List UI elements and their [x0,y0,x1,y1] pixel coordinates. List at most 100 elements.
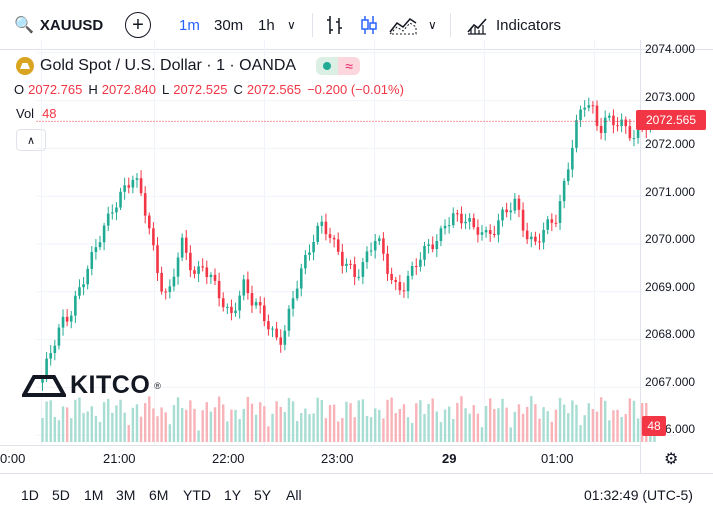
volume-bar [579,425,582,442]
chart-type-chevron-down-icon[interactable]: ∨ [428,18,437,32]
volume-bar [90,406,93,442]
bar-chart-type-icon[interactable] [325,0,347,50]
candle-body [139,178,143,194]
volume-bar [242,408,245,442]
candle-body [127,185,131,188]
range-5d-button[interactable]: 5D [52,487,70,503]
candle-body [451,213,455,226]
candle-body [115,207,118,213]
range-1y-button[interactable]: 1Y [224,487,242,503]
high-value: 2072.840 [101,82,156,97]
volume-bar [534,404,537,442]
candle-body [402,290,406,292]
market-open-dot-icon [316,57,339,75]
timeframe-chevron-down-icon[interactable]: ∨ [287,18,296,32]
price-axis[interactable] [640,40,713,473]
volume-bar [575,404,578,442]
volume-bar [324,418,328,442]
candle-body [123,185,126,192]
clock-timezone[interactable]: 01:32:49 (UTC-5) [584,487,693,503]
candle-body [587,105,591,108]
volume-bar [74,399,77,442]
candle-body [472,218,476,228]
range-3m-button[interactable]: 3M [116,487,136,503]
volume-bar [497,408,500,442]
candle-body [529,236,533,240]
volume-bar [238,418,241,442]
volume-bar [439,422,443,442]
volume-bar [143,403,147,442]
price-axis-label: 2070.000 [645,232,696,246]
volume-bar [300,413,303,442]
range-1m-button[interactable]: 1M [84,487,104,503]
volume-bar [291,401,295,442]
range-6m-button[interactable]: 6M [149,487,169,503]
candle-body [353,264,356,277]
candle-body [98,242,102,248]
candle-body [197,266,200,274]
range-1d-button[interactable]: 1D [21,487,39,503]
kitco-bar-icon [22,374,66,397]
time-axis[interactable] [0,445,640,473]
candle-body [106,213,110,226]
symbol-search[interactable]: 🔍 XAUUSD [14,0,103,50]
time-label: 01:00 [541,451,574,466]
candle-body [550,219,554,223]
candles-chart-type-icon[interactable] [359,0,381,50]
candle-body [82,284,85,288]
volume-bar [624,414,627,442]
candle-body [341,251,344,266]
volume-bar [337,421,340,442]
candle-body [49,353,53,359]
price-chart-canvas[interactable] [0,40,713,445]
volume-bar [476,413,480,442]
volume-bar [226,421,229,442]
volume-bar [263,406,266,442]
compare-add-button[interactable]: + [125,12,151,38]
volume-bar [546,411,549,442]
candle-body [168,286,172,292]
candle-body [427,244,430,246]
timeframe-30m[interactable]: 30m [214,16,244,34]
candle-body [414,266,418,268]
candle-body [480,232,484,235]
market-status-pill[interactable]: ≈ [316,57,361,75]
candle-body [398,282,402,291]
candle-body [591,105,595,107]
candle-body [501,209,504,221]
candle-body [378,238,381,242]
volume-bar [119,399,122,442]
area-chart-type-icon[interactable] [388,0,422,50]
chart-settings-gear-icon[interactable]: ⚙ [664,451,679,468]
volume-bar [185,409,188,442]
candle-body [525,230,529,240]
candle-body [406,275,410,292]
volume-bar [205,402,208,442]
volume-bar [139,416,143,442]
legend-title[interactable]: Gold Spot / U.S. Dollar · 1 · OANDA [40,57,297,74]
candle-body [152,228,155,246]
volume-bar [460,396,463,442]
range-all-button[interactable]: All [286,487,302,503]
collapse-legend-button[interactable]: ∧ [16,129,46,151]
volume-bar [271,413,274,442]
candle-body [209,274,213,277]
timeframe-1m[interactable]: 1m [179,16,200,34]
timeframe-1h[interactable]: 1h [258,16,275,34]
volume-bar [320,400,324,442]
candle-body [336,239,340,252]
candle-body [86,268,89,285]
top-toolbar [0,0,713,50]
range-ytd-button[interactable]: YTD [183,487,211,503]
volume-bar [57,420,61,442]
volume-legend[interactable]: Vol 48 [16,106,57,121]
volume-bar [542,407,545,442]
candle-body [135,178,139,180]
candle-body [513,198,517,211]
range-5y-button[interactable]: 5Y [254,487,272,503]
volume-bar [464,408,467,442]
candle-body [234,310,237,314]
volume-bar [427,403,430,442]
indicators-button[interactable]: Indicators [466,0,561,50]
candle-body [562,181,566,202]
